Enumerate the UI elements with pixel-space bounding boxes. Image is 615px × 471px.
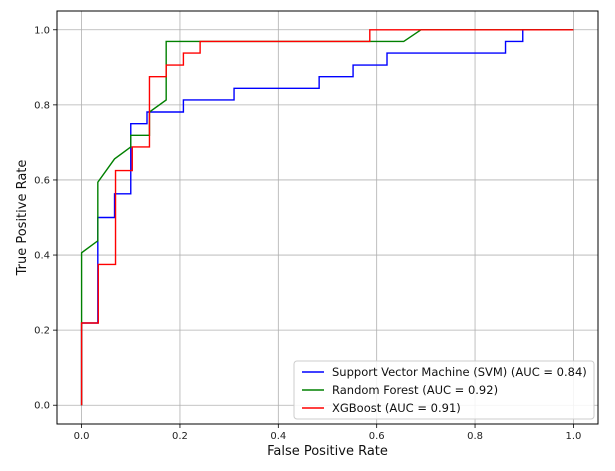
y-tick-label: 0.6 bbox=[34, 175, 50, 186]
x-tick-label: 1.0 bbox=[565, 431, 581, 442]
y-tick-label: 0.8 bbox=[34, 100, 50, 111]
x-tick-label: 0.8 bbox=[467, 431, 483, 442]
legend-label-3: XGBoost (AUC = 0.91) bbox=[332, 401, 461, 415]
legend-box bbox=[293, 360, 595, 420]
x-tick-label: 0.4 bbox=[270, 431, 286, 442]
y-tick-label: 0.2 bbox=[34, 326, 50, 337]
series-line-2 bbox=[80, 29, 574, 406]
x-tick-label: 0.2 bbox=[172, 431, 188, 442]
x-tick-label: 0.6 bbox=[369, 431, 385, 442]
y-axis-label: True Positive Rate bbox=[15, 160, 30, 277]
plot-frame bbox=[56, 10, 599, 425]
legend-label-2: Random Forest (AUC = 0.92) bbox=[332, 383, 498, 397]
legend: Support Vector Machine (SVM) (AUC = 0.84… bbox=[293, 360, 595, 420]
y-tick-label: 0.0 bbox=[34, 401, 50, 412]
tick-layer: 0.0 0.2 0.4 0.6 0.8 1.0 0.0 0.2 0.4 0.6 0.8 1.0 bbox=[34, 25, 581, 442]
x-axis-label: False Positive Rate bbox=[267, 444, 388, 459]
x-tick-label: 0.0 bbox=[74, 431, 90, 442]
y-tick-label: 0.4 bbox=[34, 251, 50, 262]
grid-layer bbox=[57, 11, 598, 424]
y-tick-label: 1.0 bbox=[34, 25, 50, 36]
legend-label-1: Support Vector Machine (SVM) (AUC = 0.84… bbox=[332, 365, 587, 379]
series-line-3 bbox=[80, 29, 574, 406]
series-layer bbox=[80, 29, 574, 406]
legend-items: Support Vector Machine (SVM) (AUC = 0.84… bbox=[302, 365, 587, 415]
series-line-1 bbox=[80, 29, 574, 406]
